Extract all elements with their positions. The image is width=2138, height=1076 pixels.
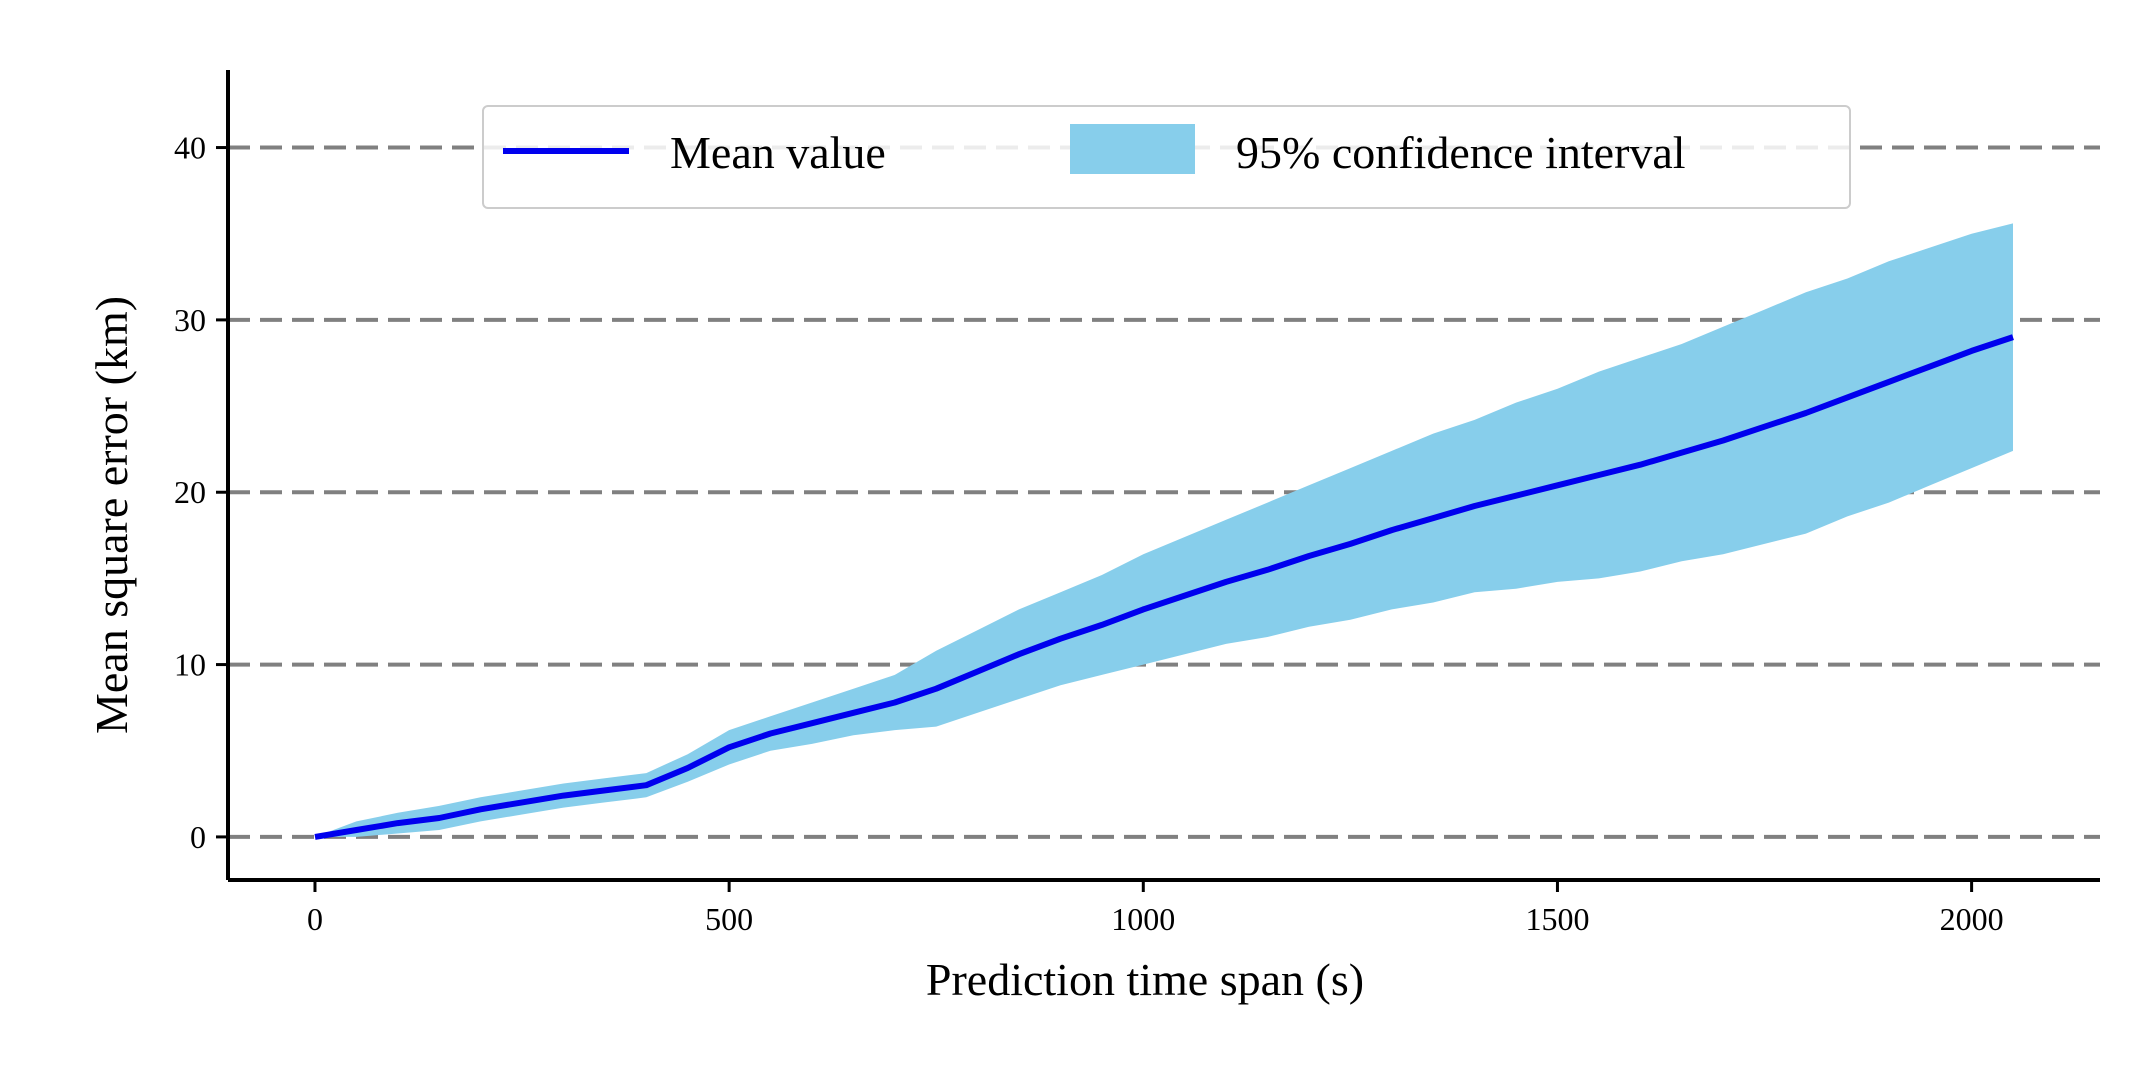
mean-line-layer xyxy=(314,334,2014,840)
x-tick-label: 1000 xyxy=(1111,901,1175,937)
axes xyxy=(226,70,2100,882)
y-tick-label: 0 xyxy=(190,819,206,855)
y-axis-title: Mean square error (km) xyxy=(86,296,137,734)
y-tick-label: 30 xyxy=(174,302,206,338)
confidence-band xyxy=(315,223,2013,837)
legend: Mean value 95% confidence interval xyxy=(482,105,1851,209)
legend-mean-label: Mean value xyxy=(670,127,886,178)
x-tick-label: 500 xyxy=(705,901,753,937)
legend-ci-swatch xyxy=(1070,124,1195,174)
y-tick-label: 20 xyxy=(174,474,206,510)
x-tick-label: 2000 xyxy=(1940,901,2004,937)
tick-labels: 0 10 20 30 40 0 500 1000 1500 2000 xyxy=(174,130,2004,937)
confidence-band-layer xyxy=(315,223,2013,837)
x-tick-label: 1500 xyxy=(1525,901,1589,937)
x-tick-label: 0 xyxy=(307,901,323,937)
mean-line xyxy=(314,334,2014,840)
legend-ci-label: 95% confidence interval xyxy=(1236,127,1686,178)
y-tick-label: 40 xyxy=(174,130,206,166)
x-axis-title: Prediction time span (s) xyxy=(926,954,1364,1005)
y-tick-label: 10 xyxy=(174,647,206,683)
